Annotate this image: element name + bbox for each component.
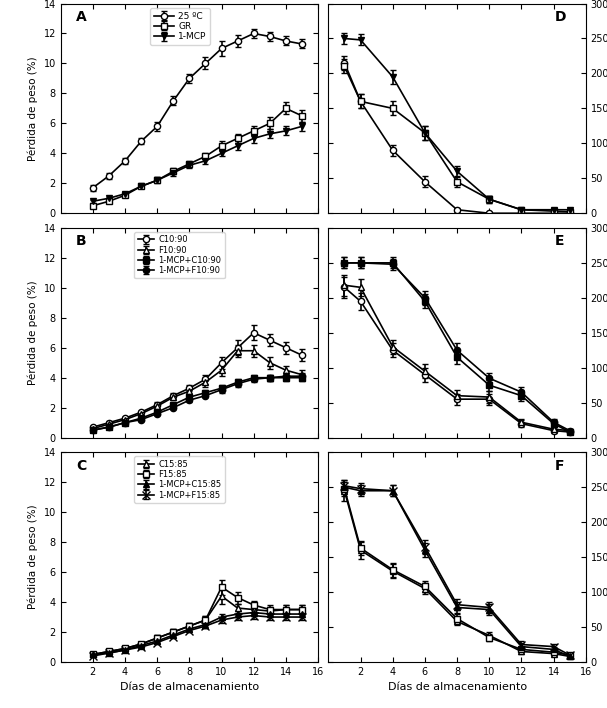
X-axis label: Días de almacenamiento: Días de almacenamiento — [387, 683, 527, 692]
Text: E: E — [555, 234, 565, 249]
Y-axis label: Pérdida de peso (%): Pérdida de peso (%) — [27, 280, 38, 385]
Y-axis label: Pérdida de peso (%): Pérdida de peso (%) — [27, 505, 38, 610]
Y-axis label: Pérdida de peso (%): Pérdida de peso (%) — [27, 56, 38, 161]
Text: A: A — [76, 10, 87, 24]
Legend: 25 ºC, GR, 1-MCP: 25 ºC, GR, 1-MCP — [150, 8, 210, 45]
Legend: C15:85, F15:85, 1-MCP+C15:85, 1-MCP+F15:85: C15:85, F15:85, 1-MCP+C15:85, 1-MCP+F15:… — [134, 457, 225, 503]
Text: C: C — [76, 459, 86, 472]
Text: F: F — [555, 459, 565, 472]
Text: B: B — [76, 234, 87, 249]
Legend: C10:90, F10:90, 1-MCP+C10:90, 1-MCP+F10:90: C10:90, F10:90, 1-MCP+C10:90, 1-MCP+F10:… — [134, 232, 225, 278]
X-axis label: Días de almacenamiento: Días de almacenamiento — [120, 683, 259, 692]
Text: D: D — [555, 10, 566, 24]
